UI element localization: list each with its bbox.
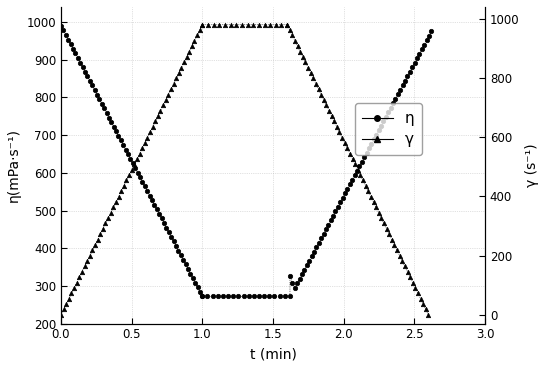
η bbox=[199, 294, 206, 299]
γ bbox=[199, 22, 206, 27]
Legend: η, γ: η, γ bbox=[354, 103, 422, 155]
η bbox=[58, 24, 64, 28]
η bbox=[177, 253, 184, 257]
γ bbox=[141, 141, 148, 145]
η bbox=[428, 29, 435, 33]
γ bbox=[58, 312, 64, 317]
η bbox=[289, 281, 295, 286]
γ bbox=[425, 312, 432, 317]
η bbox=[423, 38, 430, 43]
X-axis label: t (min): t (min) bbox=[250, 347, 296, 361]
Line: γ: γ bbox=[59, 22, 431, 317]
γ bbox=[79, 270, 85, 274]
γ bbox=[318, 92, 324, 97]
Y-axis label: γ (s⁻¹): γ (s⁻¹) bbox=[525, 144, 539, 187]
γ bbox=[227, 22, 234, 27]
Y-axis label: η(mPa·s⁻¹): η(mPa·s⁻¹) bbox=[7, 128, 21, 202]
η bbox=[337, 200, 343, 204]
η bbox=[380, 119, 387, 124]
γ bbox=[302, 60, 308, 64]
Line: η: η bbox=[59, 24, 434, 299]
η bbox=[187, 271, 194, 276]
γ bbox=[294, 44, 301, 49]
